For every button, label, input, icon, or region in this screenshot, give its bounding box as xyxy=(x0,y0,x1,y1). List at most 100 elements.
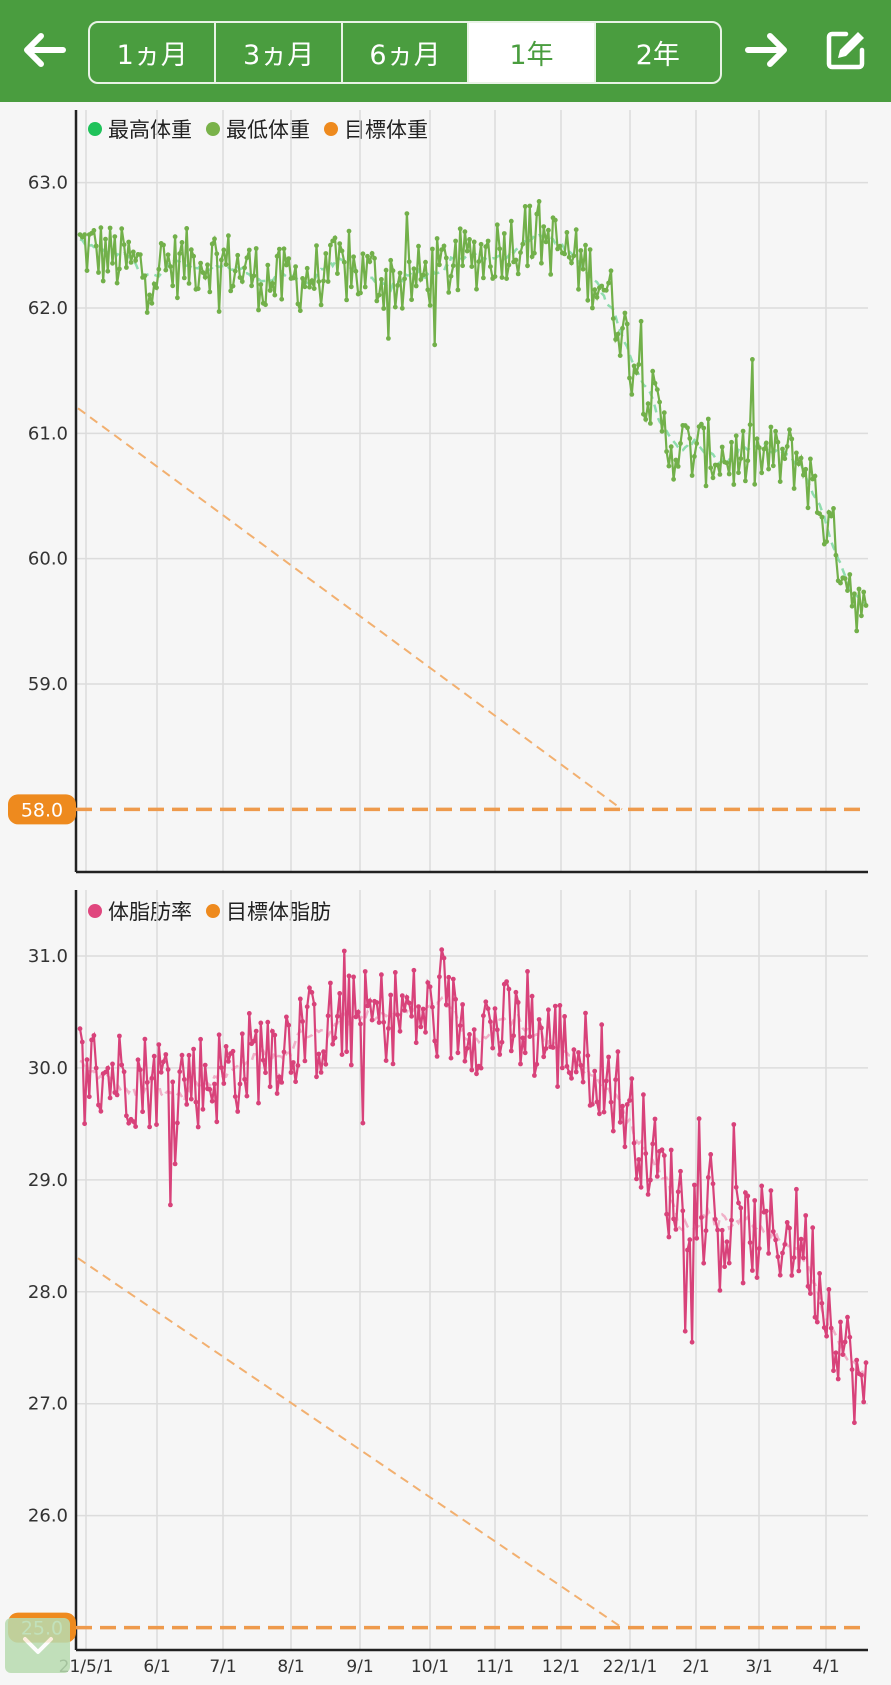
data-point xyxy=(808,456,813,462)
data-point xyxy=(325,279,331,284)
data-point xyxy=(534,1061,540,1067)
tab-3-months[interactable]: 3ヵ月 xyxy=(216,23,343,82)
data-point xyxy=(483,999,489,1005)
tab-2-years[interactable]: 2年 xyxy=(635,40,680,71)
data-point xyxy=(520,1035,526,1041)
data-point xyxy=(608,268,614,274)
y-tick-label: 62.0 xyxy=(28,298,68,319)
data-point xyxy=(346,973,352,979)
data-point xyxy=(353,268,359,274)
legend-item-max-weight: 最高体重 xyxy=(88,114,192,144)
data-point xyxy=(453,238,458,244)
data-point xyxy=(77,1026,83,1032)
data-point xyxy=(126,1120,132,1126)
data-point xyxy=(93,1065,99,1071)
data-point xyxy=(258,1020,264,1026)
data-point xyxy=(177,251,183,256)
data-point xyxy=(455,287,461,293)
data-point xyxy=(302,284,308,290)
data-point xyxy=(782,456,788,462)
forward-button[interactable] xyxy=(737,18,797,82)
data-point xyxy=(409,297,414,303)
data-point xyxy=(569,1075,574,1081)
data-point xyxy=(752,1198,758,1203)
data-point xyxy=(121,242,127,248)
tab-6-months[interactable]: 6ヵ月 xyxy=(343,23,470,82)
data-point xyxy=(446,290,452,295)
data-point xyxy=(488,1019,493,1025)
data-point xyxy=(743,478,748,484)
data-point xyxy=(179,1052,185,1058)
data-point xyxy=(188,247,194,253)
tab-1-month[interactable]: 1ヵ月 xyxy=(90,23,217,82)
data-point xyxy=(235,1109,241,1114)
data-point xyxy=(659,1147,665,1153)
data-point xyxy=(569,260,574,266)
data-point xyxy=(527,1034,533,1039)
data-point xyxy=(471,1027,477,1032)
data-point xyxy=(590,305,595,311)
data-point xyxy=(828,1325,834,1331)
data-point xyxy=(202,1062,208,1068)
data-point xyxy=(849,1367,855,1372)
data-point xyxy=(337,991,343,996)
data-point xyxy=(497,1052,503,1057)
goal-badge xyxy=(8,794,76,825)
data-point xyxy=(634,1176,639,1182)
data-point xyxy=(430,246,435,252)
data-point xyxy=(826,1287,832,1292)
data-point xyxy=(847,572,853,577)
data-point xyxy=(198,1036,204,1042)
data-point xyxy=(763,440,769,446)
data-point xyxy=(272,292,278,298)
data-point xyxy=(230,283,236,289)
x-tick-label: 9/1 xyxy=(346,1657,373,1677)
data-point xyxy=(344,1049,349,1055)
legend-dot xyxy=(206,904,220,918)
data-point xyxy=(469,1067,475,1073)
data-point xyxy=(258,282,264,287)
y-tick-label: 29.0 xyxy=(28,1170,68,1191)
data-point xyxy=(193,1099,199,1105)
data-point xyxy=(346,228,352,234)
data-point xyxy=(789,436,795,442)
back-button[interactable] xyxy=(14,18,74,82)
data-point xyxy=(98,1108,104,1114)
data-point xyxy=(692,454,697,459)
data-point xyxy=(437,262,442,268)
data-point xyxy=(546,227,551,233)
data-point xyxy=(522,1050,528,1056)
legend-dot xyxy=(88,904,102,918)
data-point xyxy=(854,628,860,634)
data-point xyxy=(232,1094,238,1099)
collapse-button[interactable] xyxy=(5,1618,70,1673)
data-point xyxy=(304,265,310,271)
data-point xyxy=(724,460,730,466)
data-point xyxy=(805,1283,811,1289)
data-point xyxy=(552,1003,558,1009)
data-point xyxy=(550,1045,556,1050)
data-point xyxy=(782,1242,788,1247)
x-tick-label: 21/5/1 xyxy=(59,1657,114,1677)
data-point xyxy=(281,1049,287,1055)
data-point xyxy=(705,1175,711,1180)
data-point xyxy=(747,422,753,428)
data-point xyxy=(362,969,368,974)
data-point xyxy=(323,1061,329,1067)
data-point xyxy=(168,1202,173,1208)
data-point xyxy=(492,1006,498,1011)
tab-1-year[interactable]: 1年 xyxy=(469,23,596,82)
data-point xyxy=(794,450,799,456)
edit-button[interactable] xyxy=(816,18,876,82)
data-point xyxy=(624,1102,630,1107)
data-point xyxy=(852,591,857,597)
data-point xyxy=(195,286,201,292)
data-point xyxy=(666,463,672,469)
data-point xyxy=(149,1075,155,1081)
data-point xyxy=(230,1048,236,1054)
data-point xyxy=(828,513,834,519)
data-point xyxy=(277,246,282,252)
data-point xyxy=(302,1058,308,1064)
series-line xyxy=(78,949,868,1423)
